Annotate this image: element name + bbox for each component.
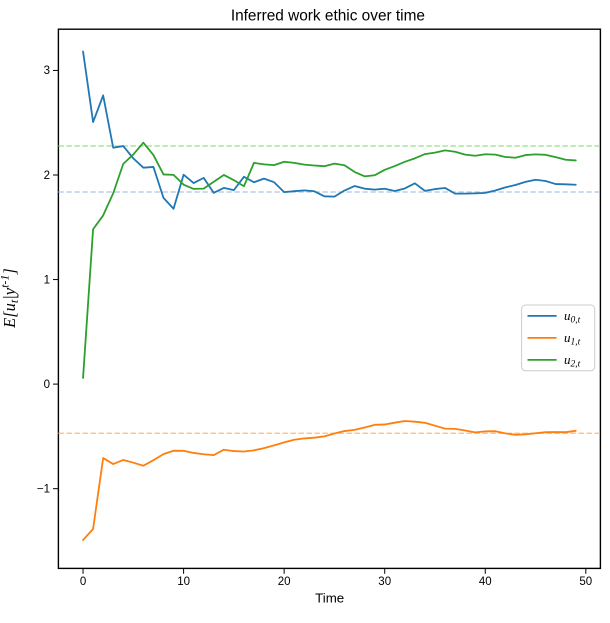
svg-text:0: 0	[44, 379, 50, 391]
svg-text:3: 3	[44, 65, 50, 77]
svg-text:0: 0	[80, 576, 86, 588]
svg-text:2: 2	[44, 170, 50, 182]
svg-text:Time: Time	[315, 590, 344, 605]
svg-text:40: 40	[479, 576, 492, 588]
svg-text:Inferred work ethic over time: Inferred work ethic over time	[231, 7, 425, 24]
svg-text:1: 1	[44, 274, 50, 286]
svg-text:E[ut|yt-1]: E[ut|yt-1]	[0, 268, 21, 329]
svg-text:10: 10	[177, 576, 190, 588]
svg-text:−1: −1	[37, 483, 50, 495]
svg-text:50: 50	[579, 576, 592, 588]
svg-text:30: 30	[378, 576, 391, 588]
svg-text:20: 20	[278, 576, 291, 588]
